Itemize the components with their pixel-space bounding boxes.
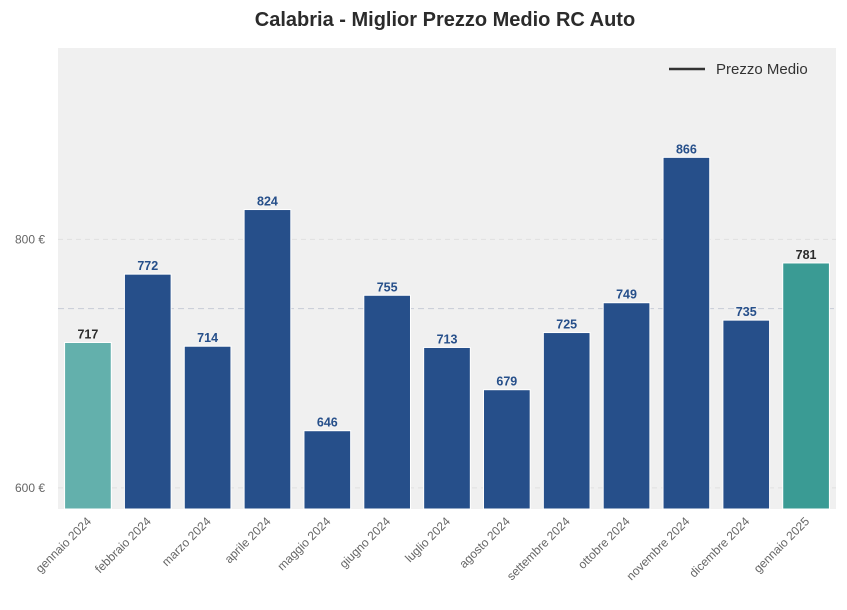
- legend: Prezzo Medio: [669, 61, 808, 78]
- chart-title: Calabria - Miglior Prezzo Medio RC Auto: [255, 9, 635, 31]
- data-label-12: 735: [736, 305, 757, 319]
- data-label-2: 772: [137, 259, 158, 273]
- x-tick-label-9: settembre 2024: [504, 514, 573, 583]
- data-label-10: 749: [616, 288, 637, 302]
- x-tick-label-13: gennaio 2025: [751, 514, 813, 576]
- y-axis-ticks: 600 € 800 €: [15, 232, 45, 495]
- y-tick-label-800: 800 €: [15, 232, 45, 246]
- data-label-9: 725: [556, 318, 577, 332]
- bar-4: [243, 209, 292, 510]
- data-label-11: 866: [676, 142, 697, 156]
- data-label-13: 781: [796, 248, 817, 262]
- bar-5: [303, 430, 352, 510]
- x-tick-label-2: febbraio 2024: [92, 514, 154, 576]
- data-label-4: 824: [257, 195, 278, 209]
- x-tick-label-7: luglio 2024: [402, 514, 453, 565]
- y-tick-label-600: 600 €: [15, 481, 45, 495]
- bar-1: [64, 341, 112, 510]
- data-label-6: 755: [377, 280, 398, 294]
- x-tick-label-3: marzo 2024: [159, 514, 214, 569]
- bars-group: [64, 156, 830, 510]
- x-tick-label-1: gennaio 2024: [33, 514, 95, 576]
- bar-2: [123, 273, 172, 510]
- data-label-7: 713: [437, 332, 458, 346]
- x-tick-label-5: maggio 2024: [274, 514, 333, 573]
- bar-13: [782, 262, 830, 510]
- bar-3: [183, 345, 232, 510]
- bar-9: [542, 332, 591, 510]
- bar-8: [483, 389, 531, 510]
- data-labels-group: 717 772 714 824 646 755 713 679 725 749 866 735 781: [77, 142, 816, 429]
- x-tick-label-10: ottobre 2024: [575, 514, 633, 572]
- bar-6: [363, 294, 411, 510]
- bar-11: [662, 156, 711, 510]
- legend-label: Prezzo Medio: [716, 61, 808, 78]
- data-label-8: 679: [496, 375, 517, 389]
- data-label-5: 646: [317, 416, 338, 430]
- data-label-3: 714: [197, 331, 218, 345]
- x-tick-label-11: novembre 2024: [624, 514, 693, 583]
- data-label-1: 717: [77, 327, 98, 341]
- bar-10: [602, 302, 651, 510]
- x-tick-label-4: aprile 2024: [222, 514, 274, 566]
- x-tick-label-8: agosto 2024: [456, 514, 513, 571]
- x-tick-label-12: dicembre 2024: [686, 514, 752, 580]
- bar-7: [423, 346, 471, 510]
- x-tick-label-6: giugno 2024: [337, 514, 394, 571]
- bar-12: [722, 319, 771, 510]
